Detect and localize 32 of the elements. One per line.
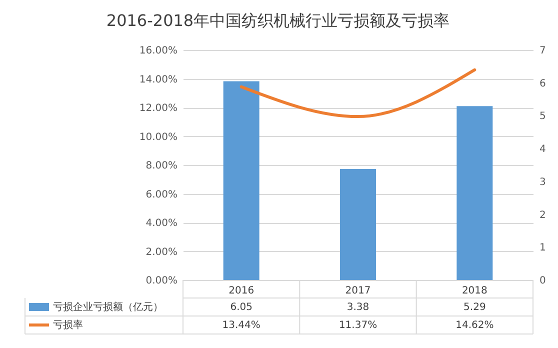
y-tick-label: 4.00%	[146, 218, 178, 229]
y2-tick-label: 5	[540, 111, 546, 122]
y2-tick-label: 3	[540, 176, 546, 188]
y2-tick-label: 0	[540, 276, 546, 286]
data-label: 5.29	[464, 302, 486, 313]
y-tick-label: 2.00%	[146, 246, 178, 258]
x-tick-label: 2017	[345, 286, 371, 296]
y-tick-label: 10.00%	[139, 132, 178, 143]
x-tick-label: 2016	[228, 286, 254, 296]
data-label: 14.62%	[456, 320, 494, 331]
data-label: 13.44%	[222, 320, 260, 331]
chart-title: 2016-2018年中国纺织机械行业亏损额及亏损率	[106, 11, 450, 30]
bar	[340, 168, 376, 280]
y2-tick-label: 6	[540, 78, 546, 90]
bar	[456, 106, 493, 280]
y2-tick-label: 4	[540, 144, 546, 156]
y2-tick-label: 1	[540, 242, 546, 254]
y-tick-label: 6.00%	[146, 189, 178, 200]
legend-label: 亏损企业亏损额（亿元）	[53, 301, 163, 313]
bar	[223, 81, 260, 280]
y-tick-label: 14.00%	[139, 74, 178, 86]
y-tick-label: 16.00%	[139, 46, 178, 56]
x-tick-label: 2018	[462, 286, 488, 296]
data-label: 3.38	[346, 302, 370, 313]
y2-tick-label: 2	[540, 210, 546, 221]
y-tick-label: 12.00%	[139, 103, 178, 114]
data-label: 11.37%	[338, 320, 378, 331]
y-tick-label: 0.00%	[146, 276, 178, 286]
y-tick-label: 8.00%	[146, 160, 178, 172]
legend-label: 亏损率	[53, 319, 83, 331]
data-label: 6.05	[230, 302, 252, 313]
y2-tick-label: 7	[540, 46, 546, 56]
